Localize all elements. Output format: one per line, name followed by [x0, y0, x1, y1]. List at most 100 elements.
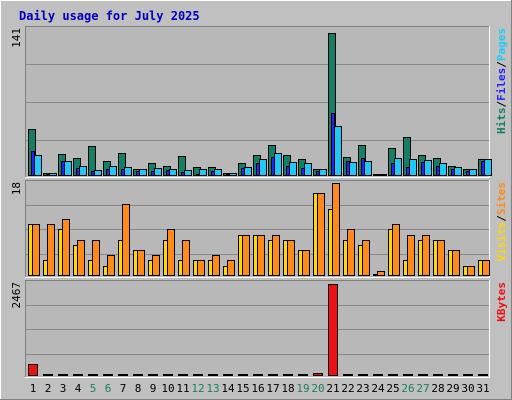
- bar-pages-day-24: [379, 174, 387, 176]
- bar-pages-day-8: [139, 169, 147, 176]
- bar-pages-day-17: [274, 153, 282, 176]
- bar-kbytes-day-4: [73, 374, 83, 376]
- y-max-label: 18: [10, 182, 23, 195]
- bar-pages-day-1: [34, 155, 42, 176]
- bar-sites-day-23: [362, 240, 370, 276]
- day-label-3: 3: [60, 382, 67, 395]
- bar-kbytes-day-20: [313, 373, 323, 376]
- bar-kbytes-day-15: [238, 374, 248, 376]
- bar-sites-day-2: [47, 224, 55, 276]
- bar-kbytes-day-21: [328, 284, 338, 376]
- bar-pages-day-11: [184, 170, 192, 176]
- day-label-2: 2: [45, 382, 52, 395]
- bar-kbytes-day-11: [178, 374, 188, 376]
- bar-sites-day-26: [407, 235, 415, 276]
- bar-sites-day-22: [347, 229, 355, 276]
- chart-title: Daily usage for July 2025: [19, 9, 200, 23]
- y-max-label: 2467: [10, 282, 23, 309]
- bar-sites-day-1: [32, 224, 40, 276]
- day-label-4: 4: [75, 382, 82, 395]
- bar-sites-day-5: [92, 240, 100, 276]
- bar-sites-day-20: [317, 193, 325, 276]
- bar-sites-day-19: [302, 250, 310, 276]
- bar-kbytes-day-19: [298, 374, 308, 376]
- bar-pages-day-3: [64, 161, 72, 176]
- bar-pages-day-20: [319, 169, 327, 176]
- bar-pages-day-31: [484, 159, 492, 176]
- day-label-11: 11: [176, 382, 189, 395]
- bar-pages-day-12: [199, 169, 207, 176]
- bar-pages-day-15: [244, 167, 252, 176]
- day-label-9: 9: [150, 382, 157, 395]
- bar-pages-day-23: [364, 161, 372, 176]
- bar-sites-day-4: [77, 240, 85, 276]
- bar-pages-day-2: [49, 173, 57, 176]
- bar-sites-day-11: [182, 240, 190, 276]
- day-label-13: 13: [206, 382, 219, 395]
- bar-sites-day-27: [422, 235, 430, 276]
- day-label-8: 8: [135, 382, 142, 395]
- bar-sites-day-21: [332, 183, 340, 276]
- day-label-28: 28: [431, 382, 444, 395]
- bar-kbytes-day-28: [433, 374, 443, 376]
- bar-sites-day-17: [272, 235, 280, 276]
- day-label-16: 16: [251, 382, 264, 395]
- bar-pages-day-4: [79, 166, 87, 176]
- day-label-26: 26: [401, 382, 414, 395]
- bar-sites-day-18: [287, 240, 295, 276]
- bar-sites-day-10: [167, 229, 175, 276]
- bar-pages-day-27: [424, 160, 432, 176]
- bar-kbytes-day-3: [58, 374, 68, 376]
- bar-pages-day-21: [334, 126, 342, 176]
- bar-kbytes-day-7: [118, 374, 128, 376]
- bar-pages-day-19: [304, 163, 312, 176]
- day-label-20: 20: [311, 382, 324, 395]
- bar-sites-day-8: [137, 250, 145, 276]
- bar-pages-day-29: [454, 167, 462, 176]
- bar-sites-day-28: [437, 240, 445, 276]
- bar-kbytes-day-8: [133, 374, 143, 376]
- legend: KBytes: [495, 282, 508, 322]
- bar-pages-day-16: [259, 159, 267, 176]
- bar-sites-day-7: [122, 204, 130, 276]
- day-labels: 1 2 3 4 5 6 7 8 9 10 11 12 13 14 15 16 17 18 19 20 21 22 23 24 2…: [30, 382, 490, 395]
- bar-pages-day-30: [469, 169, 477, 176]
- bar-kbytes-day-10: [163, 374, 173, 376]
- day-label-10: 10: [161, 382, 174, 395]
- bar-sites-day-3: [62, 219, 70, 276]
- bar-kbytes-day-17: [268, 374, 278, 376]
- legend-hits: Hits: [495, 108, 508, 135]
- bar-kbytes-day-24: [373, 374, 383, 376]
- day-label-31: 31: [476, 382, 489, 395]
- day-label-24: 24: [371, 382, 385, 395]
- bar-kbytes-day-6: [103, 374, 113, 376]
- bar-kbytes-day-31: [478, 374, 488, 376]
- bar-kbytes-day-9: [148, 374, 158, 376]
- bar-kbytes-day-16: [253, 374, 263, 376]
- day-label-30: 30: [461, 382, 474, 395]
- bar-pages-day-26: [409, 159, 417, 176]
- bar-pages-day-10: [169, 169, 177, 176]
- bar-pages-day-22: [349, 162, 357, 176]
- bar-sites-day-30: [467, 266, 475, 276]
- legend: Visits/Sites: [495, 182, 508, 262]
- day-label-25: 25: [386, 382, 399, 395]
- bar-pages-day-9: [154, 168, 162, 176]
- day-label-17: 17: [266, 382, 279, 395]
- day-label-1: 1: [30, 382, 37, 395]
- day-label-7: 7: [120, 382, 127, 395]
- legend-visits: Visits: [495, 222, 508, 262]
- bar-pages-day-6: [109, 166, 117, 176]
- bar-pages-day-18: [289, 162, 297, 176]
- bar-kbytes-day-27: [418, 374, 428, 376]
- bar-kbytes-day-22: [343, 374, 353, 376]
- bar-kbytes-day-2: [43, 374, 53, 376]
- bar-sites-day-31: [482, 260, 490, 276]
- bar-kbytes-day-30: [463, 374, 473, 376]
- bar-kbytes-day-18: [283, 374, 293, 376]
- bar-sites-day-16: [257, 235, 265, 276]
- bar-sites-day-13: [212, 255, 220, 276]
- bar-pages-day-25: [394, 158, 402, 176]
- bar-pages-day-7: [124, 167, 132, 176]
